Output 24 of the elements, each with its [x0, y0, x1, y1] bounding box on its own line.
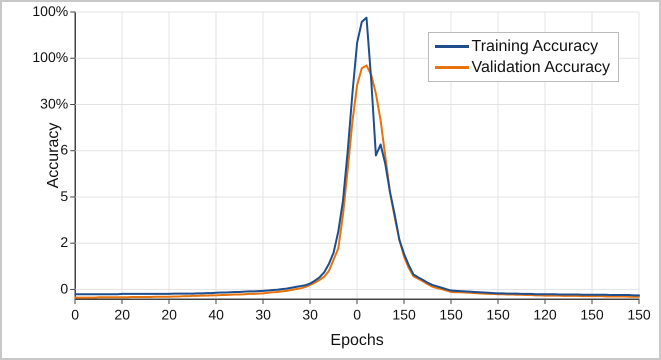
x-axis-title: Epochs: [330, 332, 384, 349]
text: 30%: [40, 95, 68, 112]
x-tick-label: 120: [533, 306, 557, 322]
legend-label: Training Accuracy: [472, 38, 598, 56]
legend-label: Validation Accuracy: [472, 58, 610, 76]
x-tick-label: 20: [161, 306, 178, 322]
x-tick-label: 20: [114, 306, 130, 322]
x-tick-label: 150: [439, 306, 463, 322]
text: 100%: [32, 49, 68, 66]
x-tick-label: 0: [353, 306, 362, 322]
x-tick-label: 150: [627, 306, 651, 322]
text: 6: [60, 142, 68, 158]
x-tick-label: 30: [255, 306, 272, 322]
x-tick-label: 150: [580, 306, 604, 322]
x-tick-label: 30: [302, 306, 318, 322]
x-tick-label: 150: [392, 306, 416, 322]
y-axis-title: Accuracy: [45, 122, 62, 188]
x-tick-label: 0: [71, 306, 80, 322]
x-tick-label: 150: [486, 306, 510, 322]
text: 100%: [32, 2, 68, 19]
text: 2: [60, 234, 68, 250]
x-tick-label: 40: [208, 306, 224, 322]
text: 0: [60, 280, 68, 296]
text: 5: [60, 188, 68, 204]
